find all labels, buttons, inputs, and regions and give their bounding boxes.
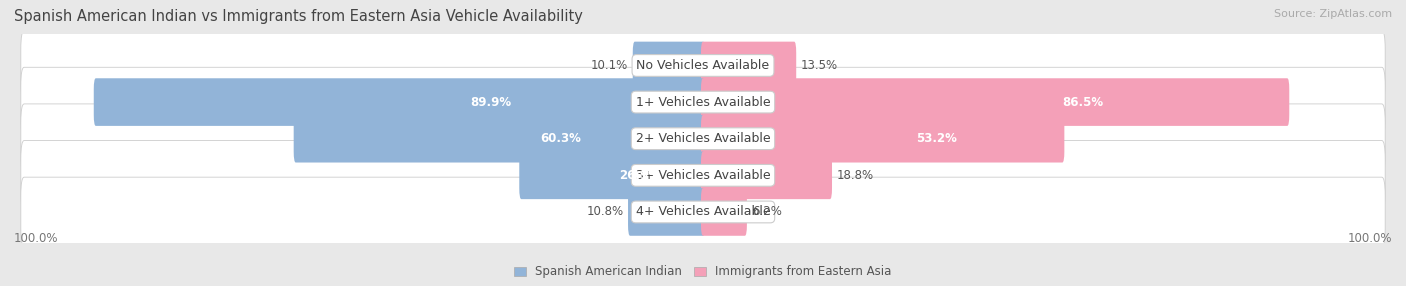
Text: 26.9%: 26.9% — [619, 169, 659, 182]
Text: 100.0%: 100.0% — [1347, 232, 1392, 245]
Text: 10.1%: 10.1% — [591, 59, 628, 72]
FancyBboxPatch shape — [519, 152, 704, 199]
Text: 3+ Vehicles Available: 3+ Vehicles Available — [636, 169, 770, 182]
FancyBboxPatch shape — [628, 188, 704, 236]
FancyBboxPatch shape — [21, 177, 1385, 247]
Text: 4+ Vehicles Available: 4+ Vehicles Available — [636, 205, 770, 219]
Text: 53.2%: 53.2% — [917, 132, 957, 145]
FancyBboxPatch shape — [21, 31, 1385, 100]
Text: 2+ Vehicles Available: 2+ Vehicles Available — [636, 132, 770, 145]
FancyBboxPatch shape — [633, 42, 704, 89]
FancyBboxPatch shape — [702, 152, 832, 199]
FancyBboxPatch shape — [21, 67, 1385, 137]
FancyBboxPatch shape — [21, 140, 1385, 210]
FancyBboxPatch shape — [702, 115, 1064, 162]
Text: 10.8%: 10.8% — [586, 205, 623, 219]
Text: 60.3%: 60.3% — [540, 132, 581, 145]
Text: No Vehicles Available: No Vehicles Available — [637, 59, 769, 72]
Text: 6.2%: 6.2% — [752, 205, 782, 219]
FancyBboxPatch shape — [702, 188, 747, 236]
Text: Spanish American Indian vs Immigrants from Eastern Asia Vehicle Availability: Spanish American Indian vs Immigrants fr… — [14, 9, 583, 23]
Text: Source: ZipAtlas.com: Source: ZipAtlas.com — [1274, 9, 1392, 19]
FancyBboxPatch shape — [94, 78, 704, 126]
Text: 18.8%: 18.8% — [837, 169, 875, 182]
Text: 100.0%: 100.0% — [14, 232, 59, 245]
Text: 86.5%: 86.5% — [1062, 96, 1104, 109]
Text: 89.9%: 89.9% — [470, 96, 510, 109]
FancyBboxPatch shape — [21, 104, 1385, 174]
FancyBboxPatch shape — [294, 115, 704, 162]
Text: 1+ Vehicles Available: 1+ Vehicles Available — [636, 96, 770, 109]
FancyBboxPatch shape — [702, 78, 1289, 126]
Text: 13.5%: 13.5% — [801, 59, 838, 72]
FancyBboxPatch shape — [702, 42, 796, 89]
Legend: Spanish American Indian, Immigrants from Eastern Asia: Spanish American Indian, Immigrants from… — [509, 261, 897, 283]
